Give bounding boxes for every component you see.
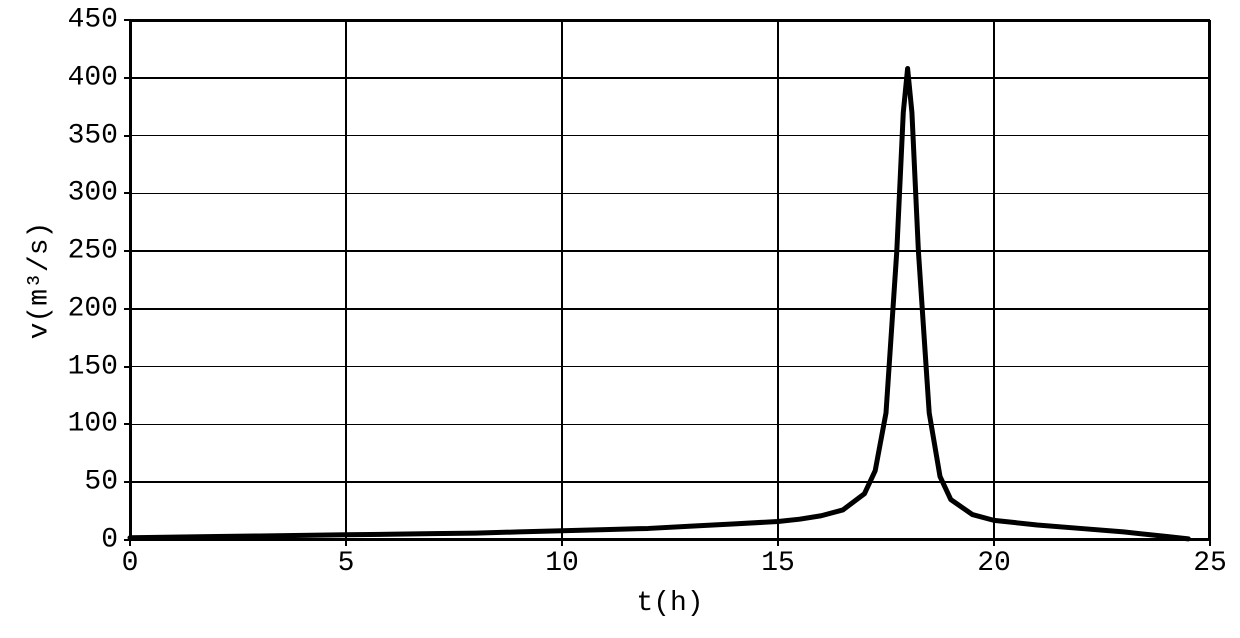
plot-border [130, 20, 1210, 22]
grid-line-horizontal [130, 135, 1210, 137]
y-tick-label: 450 [68, 5, 118, 36]
data-line [130, 69, 1188, 539]
y-tick-label: 400 [68, 62, 118, 93]
plot-border [130, 538, 1210, 540]
x-tick-label: 5 [338, 548, 355, 579]
x-tick-label: 25 [1193, 548, 1227, 579]
grid-line-vertical [777, 20, 779, 540]
y-tick-label: 0 [101, 525, 118, 556]
y-tick-label: 300 [68, 178, 118, 209]
plot-border [1208, 20, 1210, 540]
y-tick-label: 100 [68, 409, 118, 440]
y-tick-label: 200 [68, 293, 118, 324]
x-tick-label: 15 [761, 548, 795, 579]
grid-line-horizontal [130, 308, 1210, 310]
grid-line-horizontal [130, 77, 1210, 79]
grid-line-vertical [993, 20, 995, 540]
grid-line-horizontal [130, 193, 1210, 195]
y-tick-label: 50 [84, 467, 118, 498]
grid-line-horizontal [130, 481, 1210, 483]
x-tick-mark [777, 540, 779, 546]
x-tick-mark [129, 540, 131, 546]
grid-line-vertical [345, 20, 347, 540]
grid-line-horizontal [130, 424, 1210, 426]
chart-wrapper: 0 50 100 150 200 250 300 350 400 450 0 5 10 15 20 25 v… [0, 0, 1240, 638]
x-tick-label: 20 [977, 548, 1011, 579]
y-tick-label: 250 [68, 236, 118, 267]
x-tick-mark [993, 540, 995, 546]
x-tick-mark [561, 540, 563, 546]
x-tick-label: 0 [122, 548, 139, 579]
grid-line-vertical [561, 20, 563, 540]
x-tick-label: 10 [545, 548, 579, 579]
y-axis-title: v(m³/s) [25, 221, 56, 341]
x-tick-mark [1209, 540, 1211, 546]
grid-line-horizontal [130, 250, 1210, 252]
x-tick-mark [345, 540, 347, 546]
grid-line-horizontal [130, 366, 1210, 368]
line-chart-svg [0, 0, 1240, 638]
plot-border [130, 20, 132, 540]
y-tick-label: 150 [68, 351, 118, 382]
x-axis-title: t(h) [620, 588, 720, 619]
y-tick-label: 350 [68, 120, 118, 151]
